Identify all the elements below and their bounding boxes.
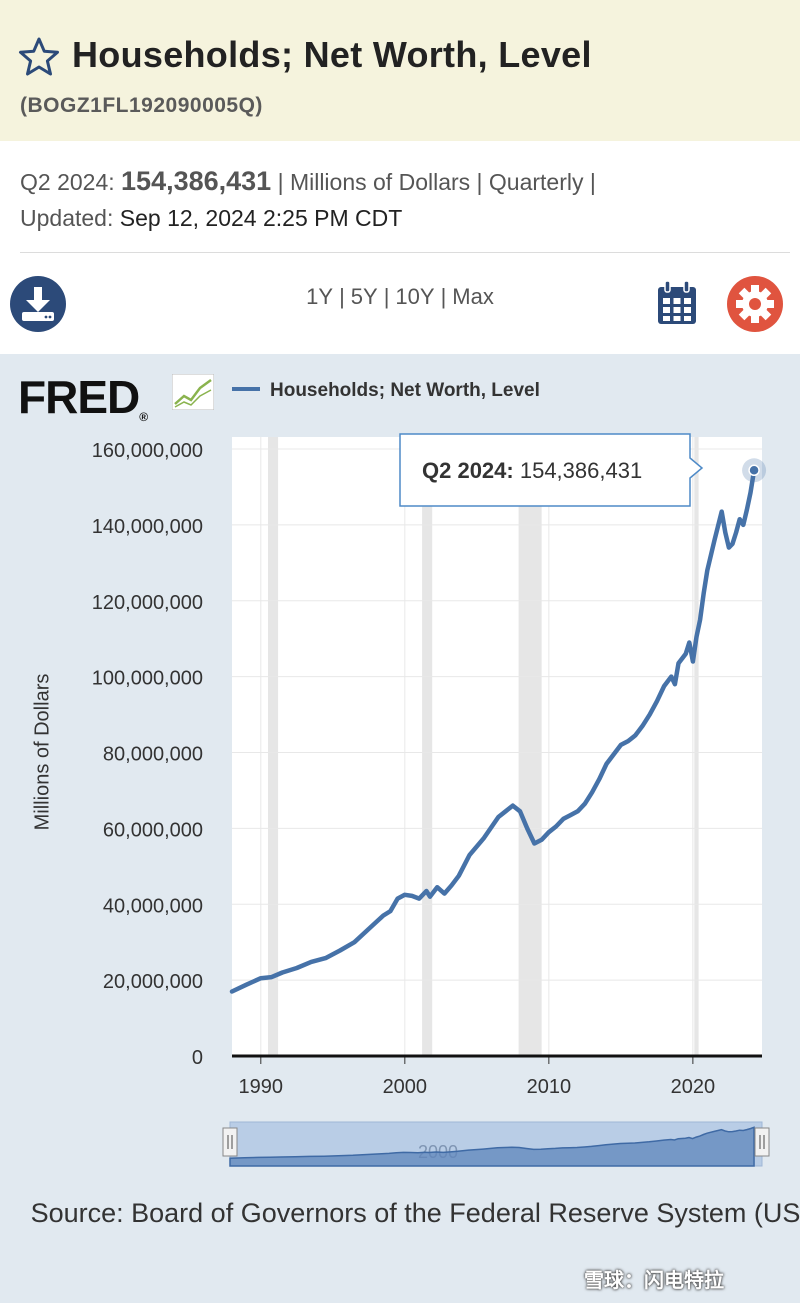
legend-swatch	[232, 387, 260, 392]
chart-legend: Households; Net Worth, Level	[232, 380, 540, 402]
recession-band	[518, 437, 542, 1056]
x-tick-label: 2010	[527, 1076, 572, 1098]
x-tick-label: 1990	[239, 1076, 284, 1098]
gear-icon[interactable]	[727, 276, 783, 332]
divider	[20, 252, 790, 253]
tooltip-box	[399, 433, 704, 507]
handle-body	[754, 1127, 770, 1157]
y-tick-label: 120,000,000	[92, 592, 203, 614]
y-tick-label: 160,000,000	[92, 440, 203, 462]
recession-band	[422, 437, 433, 1056]
download-button[interactable]	[10, 276, 66, 332]
y-tick-label: 100,000,000	[92, 668, 203, 690]
range-navigator: 2000	[222, 1121, 770, 1167]
updated-value: Sep 12, 2024 2:25 PM CDT	[119, 205, 403, 231]
fred-graph-icon	[172, 374, 214, 410]
x-tick-label: 2020	[671, 1076, 716, 1098]
tooltip-period: Q2 2024:	[422, 458, 520, 483]
page-title: Households; Net Worth, Level	[72, 34, 592, 75]
star-icon[interactable]	[18, 36, 60, 78]
range-10y[interactable]: 10Y	[395, 284, 435, 309]
range-max[interactable]: Max	[452, 284, 494, 309]
x-tick-label: 2000	[383, 1076, 428, 1098]
data-point	[748, 464, 760, 477]
legend-label: Households; Net Worth, Level	[270, 380, 540, 401]
updated-info: Updated: Sep 12, 2024 2:25 PM CDT	[20, 205, 402, 232]
latest-observation: Q2 2024: 154,386,431 | Millions of Dolla…	[20, 166, 596, 197]
series-line	[229, 468, 757, 994]
y-tick-label: 60,000,000	[103, 819, 203, 841]
y-tick-label: 40,000,000	[103, 895, 203, 917]
observation-value: 154,386,431	[121, 166, 272, 196]
updated-label: Updated:	[20, 205, 114, 231]
observation-period: Q2 2024:	[20, 169, 115, 195]
series-id: (BOGZ1FL192090005Q)	[20, 94, 263, 117]
y-tick-label: 0	[192, 1047, 203, 1069]
plot-background	[232, 437, 762, 1056]
y-tick-label: 80,000,000	[103, 744, 203, 766]
recession-band	[694, 437, 699, 1056]
watermark: 雪球：闪电特拉	[584, 1270, 724, 1292]
range-1y[interactable]: 1Y	[306, 284, 334, 309]
recession-band	[268, 437, 279, 1056]
tooltip-text: Q2 2024: 154,386,431	[422, 458, 642, 483]
tooltip: Q2 2024: 154,386,431	[399, 433, 704, 507]
fred-logo: FRED®	[18, 371, 148, 424]
range-5y[interactable]: 5Y	[350, 284, 378, 309]
calendar-icon[interactable]	[656, 280, 698, 326]
source-attribution: Source: Board of Governors of the Federa…	[30, 1198, 800, 1228]
navigator-series	[229, 1126, 755, 1167]
navigator-handle-right[interactable]	[754, 1127, 770, 1157]
units-frequency: | Millions of Dollars | Quarterly |	[277, 169, 596, 195]
y-tick-label: 20,000,000	[103, 971, 203, 993]
navigator-handle-left[interactable]	[222, 1127, 238, 1157]
title-band	[0, 0, 800, 141]
handle-body	[222, 1127, 238, 1157]
line-chart[interactable]: 0 20,000,000 40,000,000 60,000,000 80,000,00…	[0, 354, 800, 1194]
y-tick-label: 140,000,000	[92, 516, 203, 538]
tooltip-value: 154,386,431	[520, 458, 642, 483]
